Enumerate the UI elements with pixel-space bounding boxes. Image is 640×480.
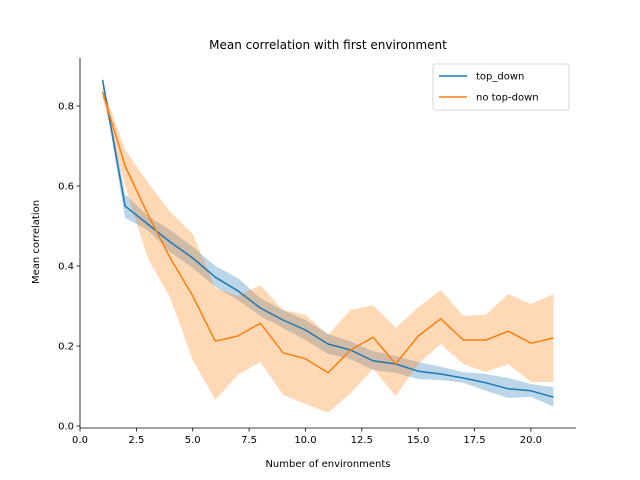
- data-point: [281, 351, 284, 354]
- data-point: [349, 349, 352, 352]
- x-tick-label: 12.5: [351, 435, 373, 446]
- confidence-bands: [102, 76, 554, 413]
- data-point: [484, 339, 487, 342]
- data-point: [281, 319, 284, 322]
- data-point: [214, 340, 217, 343]
- legend-label: no top-down: [476, 93, 539, 104]
- x-tick-label: 2.5: [128, 435, 144, 446]
- data-point: [507, 330, 510, 333]
- x-tick-label: 10.0: [294, 435, 316, 446]
- series-line-no-top-down: [101, 91, 554, 374]
- data-point: [484, 381, 487, 384]
- data-point: [417, 370, 420, 373]
- chart-title: Mean correlation with first environment: [209, 38, 447, 52]
- data-point: [101, 79, 104, 82]
- y-tick-label: 0.6: [58, 182, 74, 193]
- data-point: [304, 329, 307, 332]
- data-point: [372, 336, 375, 339]
- data-point: [394, 363, 397, 366]
- data-point: [191, 257, 194, 260]
- axes: [79, 58, 576, 429]
- data-point: [507, 387, 510, 390]
- data-point: [462, 377, 465, 380]
- band-no-top-down: [102, 86, 554, 413]
- data-point: [439, 317, 442, 320]
- data-point: [169, 257, 172, 260]
- data-point: [101, 91, 104, 94]
- y-tick-label: 0.2: [58, 342, 74, 353]
- data-point: [439, 373, 442, 376]
- series-lines: [101, 79, 555, 399]
- data-point: [169, 241, 172, 244]
- data-point: [552, 337, 555, 340]
- y-tick-label: 0.8: [58, 102, 74, 113]
- x-tick-label: 7.5: [241, 435, 257, 446]
- data-point: [372, 359, 375, 362]
- data-point: [327, 343, 330, 346]
- data-point: [462, 339, 465, 342]
- data-point: [236, 289, 239, 292]
- data-point: [327, 371, 330, 374]
- data-point: [236, 335, 239, 338]
- data-point: [259, 322, 262, 325]
- series-line-top-down: [101, 79, 554, 398]
- legend-label: top_down: [476, 72, 524, 83]
- y-axis-ticks: 0.0 0.2 0.4 0.6 0.8: [58, 102, 80, 433]
- y-axis-label: Mean correlation: [31, 200, 42, 284]
- data-point: [146, 223, 149, 226]
- data-point: [124, 205, 127, 208]
- x-axis-ticks: 0.0 2.5 5.0 7.5 10.0 12.5 15.0 17.5 20.0: [72, 428, 542, 446]
- x-tick-label: 0.0: [72, 435, 88, 446]
- data-point: [146, 213, 149, 216]
- y-tick-label: 0.0: [58, 422, 74, 433]
- y-tick-label: 0.4: [58, 262, 74, 273]
- data-point: [304, 357, 307, 360]
- data-point: [529, 342, 532, 345]
- data-point: [191, 295, 194, 298]
- data-point: [259, 307, 262, 310]
- x-tick-label: 20.0: [520, 435, 542, 446]
- x-axis-label: Number of environments: [265, 459, 390, 470]
- band-top-down: [102, 76, 554, 407]
- x-tick-label: 17.5: [463, 435, 485, 446]
- data-point: [214, 276, 217, 279]
- data-point: [417, 335, 420, 338]
- data-point: [552, 396, 555, 399]
- data-point: [529, 389, 532, 392]
- x-tick-label: 15.0: [407, 435, 429, 446]
- x-tick-label: 5.0: [185, 435, 201, 446]
- data-point: [124, 165, 127, 168]
